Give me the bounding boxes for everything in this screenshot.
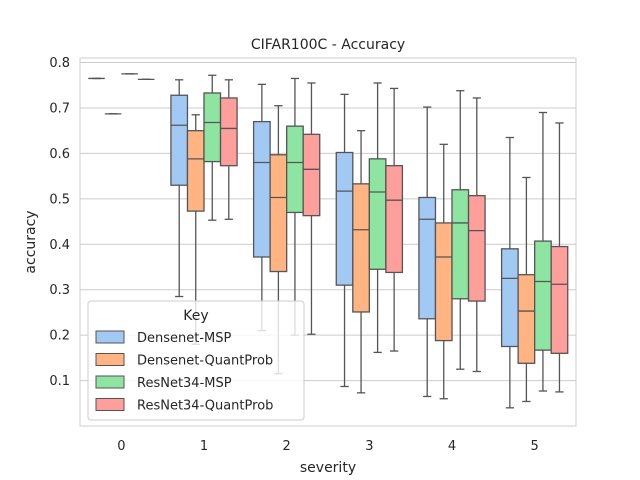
box-body	[418, 196, 437, 320]
legend-swatch	[95, 375, 125, 389]
box-densenet-quantprob-3	[352, 130, 370, 394]
box-body	[550, 245, 569, 354]
box-body	[286, 125, 304, 214]
box-densenet-quantprob-1	[186, 114, 205, 345]
box-body	[269, 154, 288, 273]
box-body	[186, 130, 205, 212]
y-tick-label: 0.4	[49, 238, 70, 253]
legend-label: Densenet-QuantProb	[137, 354, 273, 369]
legend-label: ResNet34-QuantProb	[137, 399, 273, 414]
legend-swatch	[95, 398, 125, 411]
box-body	[219, 97, 238, 167]
box-resnet34-quantprob-2	[302, 82, 321, 335]
box-resnet34-msp-5	[534, 111, 552, 392]
box-body	[451, 189, 470, 300]
x-tick-label: 4	[448, 439, 456, 454]
box-body	[335, 151, 354, 286]
box-densenet-quantprob-2	[269, 105, 288, 375]
box-resnet34-quantprob-5	[550, 122, 569, 393]
box-body	[170, 94, 189, 186]
box-densenet-quantprob-5	[517, 176, 536, 403]
box-body	[368, 158, 387, 270]
box-body	[500, 248, 519, 348]
y-tick-label: 0.1	[49, 374, 70, 389]
box-resnet34-msp-2	[286, 77, 304, 336]
legend: Key Densenet-MSP Densenet-QuantProb ResNet…	[87, 300, 305, 421]
box-body	[434, 222, 453, 342]
box-body	[385, 165, 404, 274]
x-tick-labels: 0 1 2 3 4 5	[117, 439, 539, 454]
box-body	[534, 240, 552, 351]
box-resnet34-quantprob-1	[219, 79, 238, 220]
legend-title: Key	[183, 308, 208, 324]
y-tick-label: 0.6	[49, 147, 70, 162]
x-axis-label: severity	[300, 460, 356, 476]
y-tick-label: 0.5	[49, 192, 70, 207]
y-tick-label: 0.7	[49, 101, 70, 116]
chart-title: CIFAR100C - Accuracy	[251, 37, 405, 53]
box-resnet34-quantprob-3	[385, 87, 404, 352]
legend-swatch	[95, 330, 125, 344]
box-body	[517, 274, 536, 364]
x-tick-label: 1	[200, 439, 208, 454]
box-resnet34-quantprob-4	[467, 97, 486, 373]
y-tick-label: 0.2	[49, 329, 70, 344]
y-axis-label: accuracy	[23, 210, 39, 273]
legend-label: Densenet-MSP	[137, 331, 232, 346]
box-body	[252, 120, 271, 258]
legend-label: ResNet34-MSP	[137, 376, 232, 391]
box-groups	[88, 73, 569, 409]
legend-frame	[87, 300, 305, 421]
x-tick-label: 5	[531, 439, 539, 454]
box-body	[203, 92, 222, 163]
x-tick-label: 2	[283, 439, 291, 454]
x-tick-label: 3	[365, 439, 373, 454]
y-tick-label: 0.8	[49, 56, 70, 71]
legend-items: Densenet-MSP Densenet-QuantProb ResNet34-M…	[95, 330, 273, 414]
box-resnet34-msp-3	[368, 82, 387, 354]
box-body	[467, 195, 486, 302]
legend-swatch	[95, 353, 125, 366]
x-tick-label: 0	[117, 439, 125, 454]
box-body	[352, 183, 370, 313]
y-tick-label: 0.3	[49, 283, 70, 298]
y-tick-labels: 0.1 0.2 0.3 0.4 0.5 0.6 0.7 0.8	[49, 56, 70, 389]
box-body	[302, 133, 321, 217]
